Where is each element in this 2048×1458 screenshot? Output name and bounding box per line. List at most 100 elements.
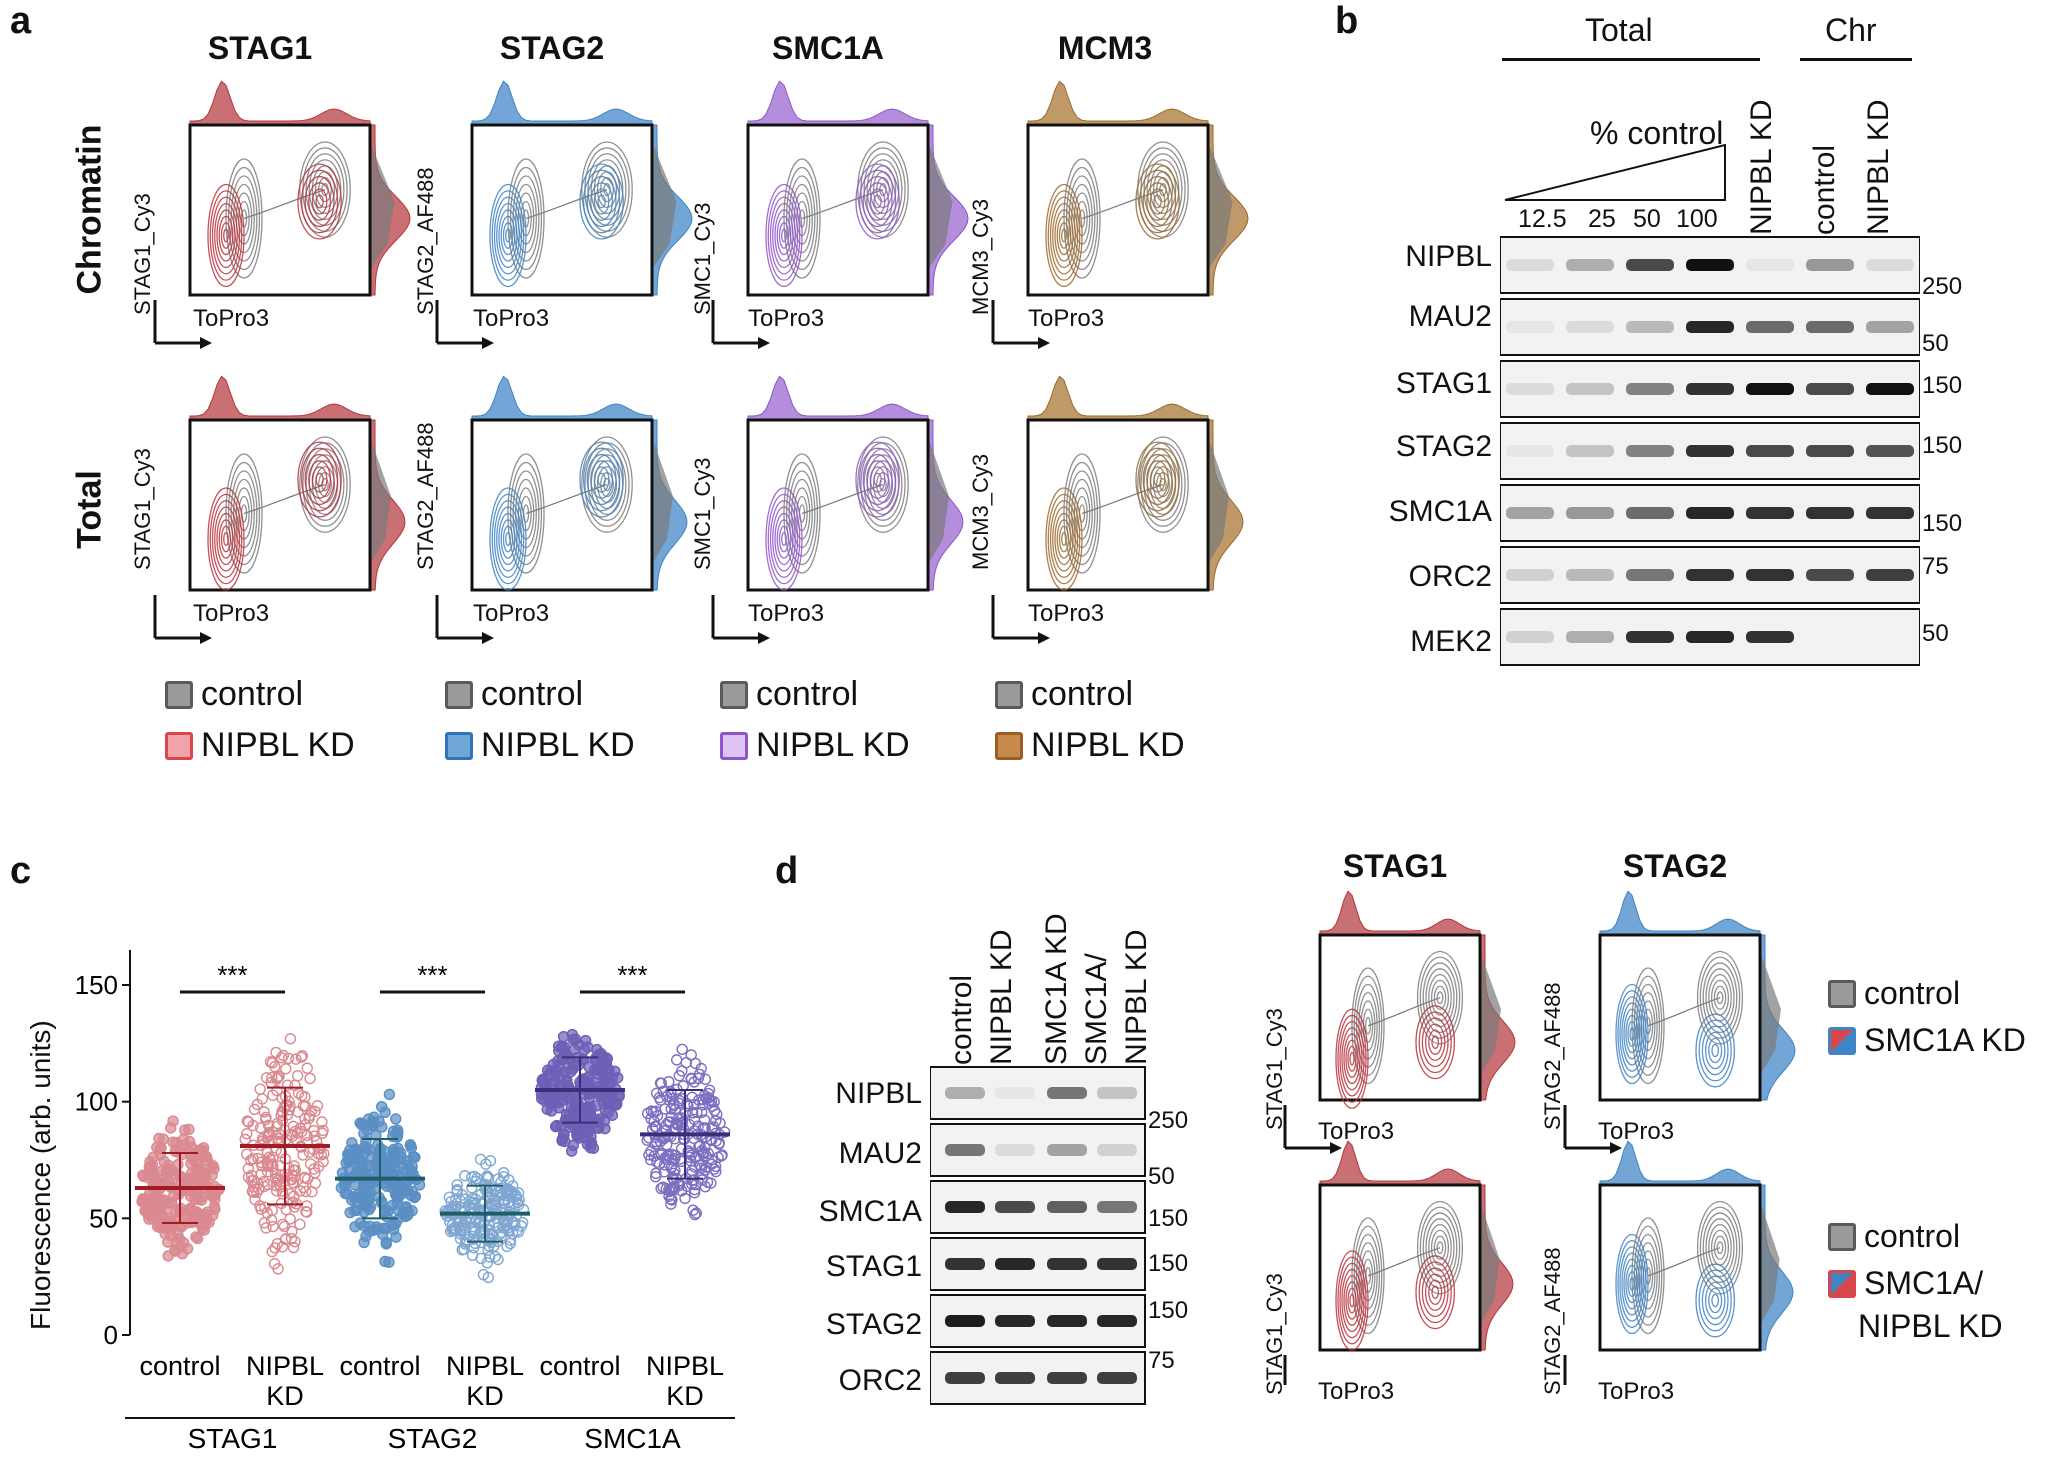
gene-label: STAG1: [188, 1423, 278, 1454]
data-point: [288, 1171, 301, 1183]
blot-band: [1566, 569, 1614, 581]
contour-kd: [493, 196, 523, 275]
data-point: [699, 1073, 712, 1085]
data-point: [351, 1204, 363, 1216]
data-point: [467, 1220, 479, 1233]
contour-kd: [579, 163, 624, 240]
contour-control: [1433, 1235, 1447, 1260]
swatch-kd: [1828, 1026, 1856, 1055]
panel-a-letter: a: [10, 0, 32, 42]
contour-kd: [597, 472, 606, 487]
legend-mcm3: control NIPBL KD: [995, 675, 1185, 765]
data-point: [196, 1191, 208, 1203]
data-point: [360, 1230, 372, 1243]
y-label-stag1-total: STAG1_Cy3: [130, 448, 155, 570]
right-histogram-control: [652, 437, 673, 565]
density-plot: [991, 80, 1249, 349]
blot-band: [1746, 445, 1794, 457]
d-mw-50: 50: [1148, 1163, 1175, 1190]
contour-kd: [873, 472, 882, 487]
contour-control: [225, 158, 263, 279]
contour-control: [1713, 985, 1727, 1010]
contour-control: [1699, 956, 1741, 1039]
contour-control: [1068, 175, 1096, 262]
data-point: [294, 1218, 306, 1231]
contour-kd: [304, 175, 335, 228]
contour-kd: [491, 493, 525, 585]
data-point: [318, 1148, 330, 1160]
data-point: [279, 1233, 292, 1246]
contour-control: [783, 158, 821, 279]
contour-kd: [1341, 1268, 1363, 1333]
data-point: [549, 1095, 561, 1107]
contour-kd: [1711, 1043, 1720, 1058]
data-point: [584, 1137, 596, 1149]
top-histogram: [471, 375, 653, 421]
contour-control: [1638, 1242, 1658, 1310]
panel-b-blots: [1500, 236, 1920, 666]
contour-kd: [1142, 175, 1173, 228]
contour-kd: [1146, 182, 1170, 221]
data-point: [562, 1062, 574, 1074]
contour-kd: [579, 441, 624, 518]
blot-band: [945, 1087, 985, 1099]
contour-kd: [216, 512, 236, 566]
condition-label: control: [339, 1351, 420, 1381]
legend-item-kd: NIPBL KD: [720, 726, 910, 765]
top-histogram: [1027, 80, 1209, 126]
data-point: [664, 1185, 676, 1198]
density-plot: [1563, 1140, 1794, 1385]
data-point: [295, 1051, 308, 1063]
blot-band: [1566, 631, 1614, 643]
plot-frame: [1026, 418, 1210, 592]
legend-item-kd-line2: NIPBL KD: [1858, 1308, 2003, 1344]
legend-item-control: control: [445, 675, 635, 714]
contour-control: [1063, 158, 1101, 279]
plot-frame: [746, 123, 930, 297]
contour-kd: [1049, 196, 1079, 275]
density-plot: [435, 80, 693, 349]
blot-band: [945, 1144, 985, 1156]
contour-kd: [1711, 1293, 1720, 1308]
blot-band: [1047, 1144, 1087, 1156]
contour-kd: [590, 460, 614, 499]
d-mw-150-c: 150: [1148, 1297, 1189, 1324]
contour-kd: [858, 447, 897, 512]
blot-band: [1506, 631, 1554, 643]
contour-kd: [1619, 1246, 1645, 1322]
contour-kd: [862, 453, 893, 506]
data-point: [454, 1225, 466, 1237]
contour-kd: [586, 453, 617, 506]
data-point: [297, 1149, 309, 1161]
data-point: [592, 1121, 604, 1134]
contour-kd: [496, 506, 520, 572]
contour-kd: [500, 215, 516, 256]
contour-kd: [781, 228, 787, 243]
contour-kd: [1695, 1013, 1736, 1088]
axis-arrows: [711, 595, 770, 644]
contour-control: [791, 183, 813, 254]
swatch-kd: [995, 731, 1023, 760]
blot-band: [1806, 507, 1854, 519]
axis-arrows: [1563, 1355, 1567, 1385]
contour-kd: [300, 447, 339, 512]
contour-kd: [1045, 487, 1083, 591]
data-point: [697, 1099, 709, 1111]
swatch-control: [445, 680, 473, 709]
legend-item-kd: NIPBL KD: [165, 726, 355, 765]
data-point: [466, 1182, 478, 1194]
contour-kd: [582, 447, 621, 512]
data-point: [272, 1263, 284, 1275]
data-point: [143, 1160, 155, 1173]
contour-kd: [1138, 169, 1177, 234]
contour-kd: [1629, 1027, 1635, 1041]
data-point: [469, 1198, 481, 1211]
contour-kd: [769, 196, 799, 275]
contour-kd: [214, 202, 238, 269]
y-label-smc1a-chromatin: SMC1_Cy3: [690, 202, 715, 315]
contour-kd: [502, 525, 514, 553]
contour-kd: [1421, 1267, 1449, 1318]
blot-band: [1626, 569, 1674, 581]
data-point: [443, 1191, 456, 1203]
contour-control-bridge: [1647, 997, 1721, 1027]
